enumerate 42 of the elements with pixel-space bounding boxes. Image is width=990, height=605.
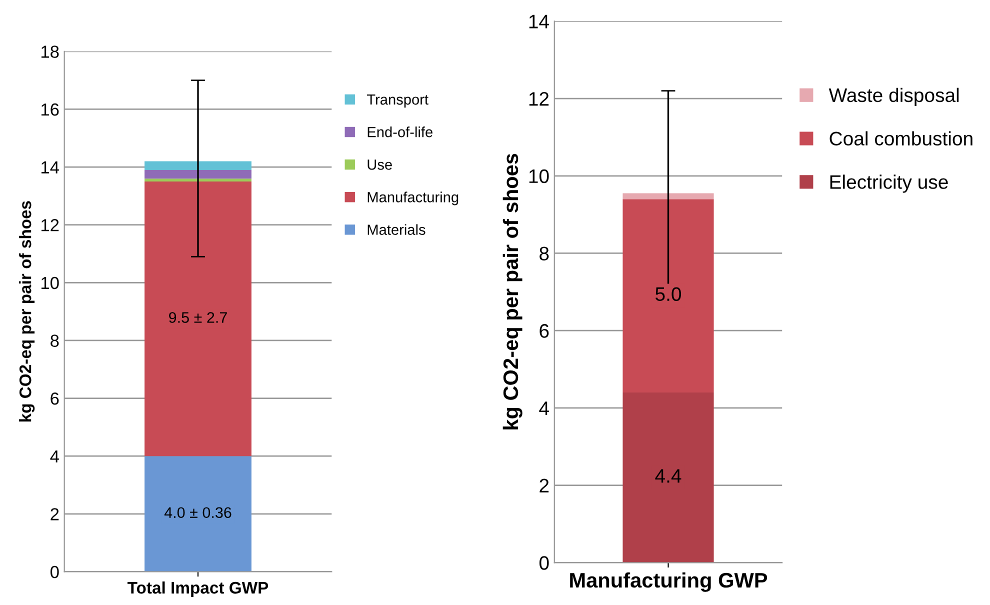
y-tick-label: 12: [42, 219, 59, 232]
y-tick-label: 0: [539, 556, 549, 570]
legend-label: Electricity use: [830, 174, 948, 193]
y-tick-label: 18: [42, 46, 59, 58]
y-tick-label: 8: [540, 246, 549, 260]
x-tick-label: Total Impact GWP: [128, 581, 268, 597]
legend-label: Transport: [366, 94, 428, 108]
data-label: 4.4: [655, 469, 682, 483]
data-label: 5.0: [656, 287, 682, 301]
legend-label: Waste disposal: [828, 88, 959, 106]
y-tick-label: 2: [50, 508, 59, 520]
y-tick-label: 14: [529, 14, 549, 28]
bar: [144, 170, 252, 179]
y-axis-title: kg CO2-eq per pair of shoes: [502, 154, 522, 430]
y-tick-label: 14: [42, 161, 59, 174]
bar: [622, 199, 714, 392]
data-label: 4.0 ± 0.36: [164, 507, 232, 518]
y-tick-label: 4: [539, 402, 549, 415]
y-axis-title: kg CO2-eq per pair of shoes: [19, 201, 35, 422]
y-tick-label: 10: [529, 169, 549, 184]
legend-label: Use: [368, 160, 392, 170]
bar: [622, 193, 714, 200]
y-tick-label: 4: [50, 450, 59, 462]
y-tick-label: 8: [50, 334, 59, 347]
y-tick-label: 6: [540, 324, 549, 338]
y-tick-label: 12: [529, 92, 549, 106]
y-tick-label: 10: [42, 276, 59, 290]
legend-label: Coal combustion: [830, 131, 972, 146]
y-tick-label: 16: [42, 103, 59, 116]
legend-label: Materials: [368, 224, 426, 235]
legend-label: Manufacturing: [368, 192, 458, 206]
bar: [144, 161, 252, 170]
legend-label: End-of-life: [368, 126, 432, 138]
data-label: 9.5 ± 2.7: [169, 312, 227, 323]
bar: [144, 182, 252, 456]
y-tick-label: 6: [50, 392, 59, 405]
x-tick-label: Manufacturing GWP: [570, 572, 768, 592]
y-tick-label: 0: [50, 566, 59, 578]
bar: [144, 178, 252, 182]
bar: [622, 392, 714, 563]
y-tick-label: 2: [540, 478, 549, 492]
bar: [144, 456, 252, 572]
